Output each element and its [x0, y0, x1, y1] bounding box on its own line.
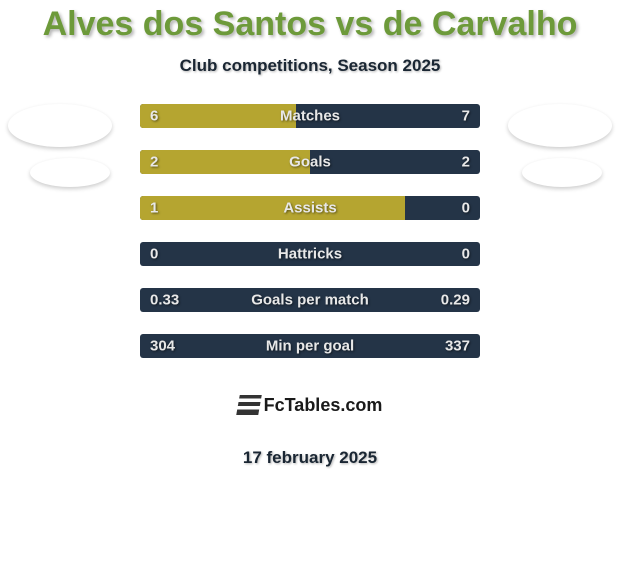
stat-row: 304 Min per goal 337	[140, 334, 480, 358]
stat-row: 0 Hattricks 0	[140, 242, 480, 266]
stat-value-right: 337	[445, 338, 470, 355]
comparison-container: Alves dos Santos vs de Carvalho Club com…	[0, 0, 620, 580]
stat-row: 6 Matches 7	[140, 104, 480, 128]
player-avatar-left-2	[30, 158, 110, 187]
stat-label: Goals	[289, 154, 331, 171]
stat-label: Goals per match	[251, 292, 369, 309]
stat-row: 2 Goals 2	[140, 150, 480, 174]
stat-label: Matches	[280, 108, 340, 125]
stat-label: Min per goal	[266, 338, 354, 355]
stat-value-right: 2	[462, 154, 470, 171]
page-title: Alves dos Santos vs de Carvalho	[0, 5, 620, 44]
stat-bars: 6 Matches 7 2 Goals 2 1 Assists 0 0 Hatt…	[140, 104, 480, 358]
player-avatar-right-1	[508, 104, 612, 147]
stat-value-left: 6	[150, 108, 158, 125]
stat-value-left: 1	[150, 200, 158, 217]
stat-value-left: 0.33	[150, 292, 179, 309]
player-avatar-left-1	[8, 104, 112, 147]
stat-value-right: 0	[462, 200, 470, 217]
stat-label: Hattricks	[278, 246, 342, 263]
stat-row: 0.33 Goals per match 0.29	[140, 288, 480, 312]
bar-fill	[140, 104, 296, 128]
stat-value-right: 0.29	[441, 292, 470, 309]
stat-row: 1 Assists 0	[140, 196, 480, 220]
stat-value-left: 304	[150, 338, 175, 355]
bar-fill	[140, 196, 405, 220]
player-avatar-right-2	[522, 158, 602, 187]
subtitle: Club competitions, Season 2025	[0, 56, 620, 76]
fctables-icon	[236, 395, 262, 415]
date-label: 17 february 2025	[0, 448, 620, 468]
stat-label: Assists	[283, 200, 336, 217]
logo-box: FcTables.com	[207, 380, 413, 430]
comparison-area: 6 Matches 7 2 Goals 2 1 Assists 0 0 Hatt…	[0, 104, 620, 358]
stat-value-left: 2	[150, 154, 158, 171]
stat-value-right: 0	[462, 246, 470, 263]
stat-value-left: 0	[150, 246, 158, 263]
logo-text: FcTables.com	[264, 395, 383, 416]
bar-fill	[140, 150, 310, 174]
stat-value-right: 7	[462, 108, 470, 125]
